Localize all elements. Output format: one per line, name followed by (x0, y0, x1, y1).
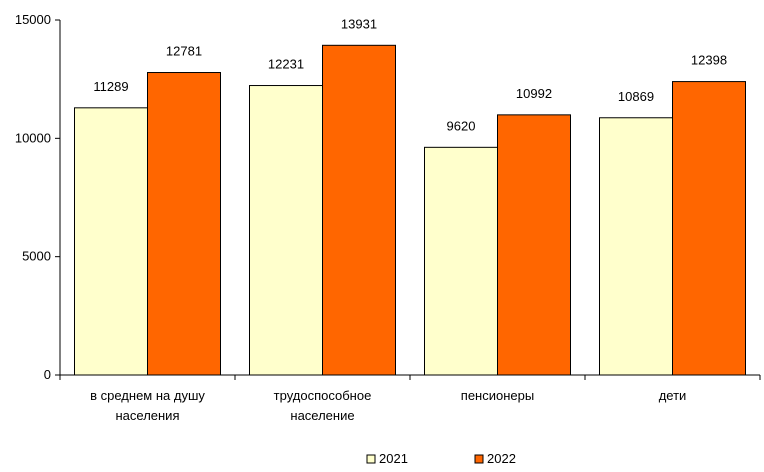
x-category-label: пенсионеры (461, 388, 534, 403)
y-tick-label: 15000 (15, 12, 51, 27)
bar-2021 (74, 107, 148, 376)
legend-swatch-2022 (474, 454, 484, 464)
legend-label: 2022 (487, 451, 516, 466)
bar-2022 (497, 114, 571, 376)
data-label: 12231 (268, 57, 304, 72)
bar-2021 (424, 146, 498, 376)
x-category-label: население (290, 408, 354, 423)
data-label: 10992 (516, 86, 552, 101)
x-category-label: трудоспособное (274, 388, 372, 403)
x-category-label: населения (115, 408, 179, 423)
legend: 2021 2022 (366, 451, 516, 466)
bar-2022 (147, 72, 221, 376)
data-label: 10869 (618, 89, 654, 104)
y-axis: 0 5000 10000 15000 (15, 12, 61, 382)
data-label: 13931 (341, 16, 377, 31)
y-tick-label: 10000 (15, 130, 51, 145)
x-axis: в среднем на душу населения трудоспособное… (59, 374, 761, 423)
legend-label: 2021 (379, 451, 408, 466)
data-label: 12781 (166, 44, 202, 59)
bar-2022 (672, 81, 746, 376)
x-category-label: дети (659, 388, 687, 403)
data-label: 9620 (447, 118, 476, 133)
legend-swatch-2021 (366, 454, 376, 464)
bar-2021 (249, 85, 323, 376)
bars (74, 44, 746, 376)
y-tick-label: 5000 (22, 249, 51, 264)
data-label: 12398 (691, 53, 727, 68)
x-category-label: в среднем на душу (90, 388, 205, 403)
bar-2021 (599, 117, 673, 376)
data-label: 11289 (93, 79, 128, 94)
bar-2022 (322, 44, 396, 376)
data-labels: 11289 12781 12231 13931 9620 10992 10869 12398 (93, 16, 727, 133)
y-tick-label: 0 (44, 367, 51, 382)
